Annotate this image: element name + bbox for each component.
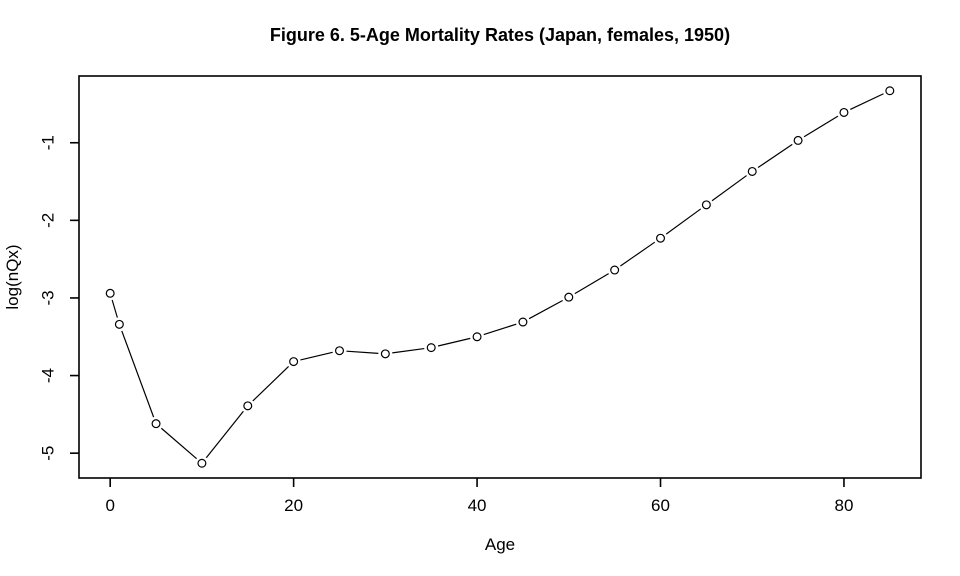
data-point-marker xyxy=(747,166,757,176)
series-segment xyxy=(850,93,884,111)
series-segment xyxy=(803,115,839,138)
series-segment xyxy=(483,323,517,336)
y-tick-label: -4 xyxy=(39,368,58,383)
chart-title: Figure 6. 5-Age Mortality Rates (Japan, … xyxy=(269,25,731,45)
series-segment xyxy=(574,273,609,295)
data-point-marker xyxy=(472,332,482,342)
data-point-marker xyxy=(518,317,528,327)
y-tick-label: -5 xyxy=(39,446,58,461)
series-segment xyxy=(392,347,425,354)
y-axis-label: log(nQx) xyxy=(3,244,22,310)
data-point-marker xyxy=(114,319,124,329)
series-segment xyxy=(620,241,656,267)
data-point-marker xyxy=(656,233,666,243)
series-segment xyxy=(111,299,118,318)
x-tick-label: 60 xyxy=(651,496,670,515)
y-tick-label: -2 xyxy=(39,213,58,228)
y-tick-label: -1 xyxy=(39,135,58,150)
series-segment xyxy=(252,366,290,402)
plot-box xyxy=(78,75,922,479)
data-point-marker xyxy=(105,288,115,298)
x-tick-label: 80 xyxy=(834,496,853,515)
series-segment xyxy=(437,337,471,347)
series-segment xyxy=(205,410,244,459)
series-segment xyxy=(160,427,197,460)
data-point-marker xyxy=(610,265,620,275)
data-point-marker xyxy=(839,107,849,117)
data-point-marker xyxy=(885,86,895,96)
data-point-marker xyxy=(701,200,711,210)
series-segment xyxy=(300,351,333,361)
data-point-marker xyxy=(334,346,344,356)
data-point-marker xyxy=(289,357,299,367)
x-tick-label: 40 xyxy=(468,496,487,515)
data-point-marker xyxy=(243,401,253,411)
y-tick-label: -3 xyxy=(39,290,58,305)
series-segment xyxy=(757,143,793,169)
x-axis-label: Age xyxy=(484,535,516,554)
x-tick-label: 20 xyxy=(284,496,303,515)
data-point-marker xyxy=(426,343,436,353)
data-point-marker xyxy=(197,458,207,468)
series-segment xyxy=(665,208,702,235)
series-segment xyxy=(528,299,563,320)
data-point-marker xyxy=(151,419,161,429)
data-point-marker xyxy=(564,292,574,302)
data-point-marker xyxy=(793,135,803,145)
series-segment xyxy=(121,330,155,418)
series-segment xyxy=(346,350,379,354)
data-point-marker xyxy=(380,349,390,359)
x-tick-label: 0 xyxy=(105,496,114,515)
series-segment xyxy=(711,175,747,202)
